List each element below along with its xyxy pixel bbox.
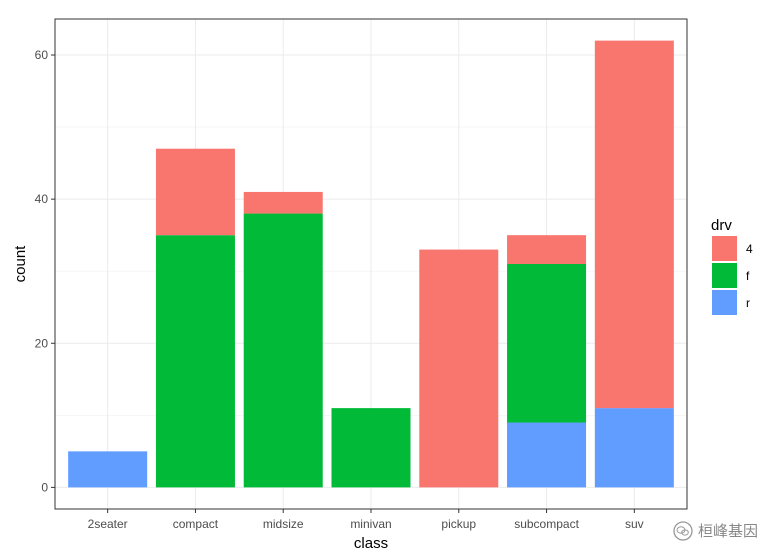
bar-suv-drv-r bbox=[594, 408, 674, 488]
bar-subcompact-drv-4 bbox=[507, 235, 587, 264]
legend-title: drv bbox=[711, 217, 732, 234]
bar-midsize-drv-f bbox=[243, 213, 323, 488]
legend-key-f bbox=[712, 263, 737, 288]
y-tick-label: 20 bbox=[35, 336, 49, 350]
x-tick-label: midsize bbox=[263, 517, 304, 531]
bar-2seater-drv-r bbox=[68, 451, 148, 488]
bar-midsize-drv-4 bbox=[243, 191, 323, 214]
legend-label-f: f bbox=[746, 269, 750, 283]
x-tick-label: subcompact bbox=[514, 517, 579, 531]
legend-key-r bbox=[712, 290, 737, 315]
legend-key-4 bbox=[712, 236, 737, 261]
bar-minivan-drv-f bbox=[331, 408, 411, 488]
bar-compact-drv-4 bbox=[155, 148, 235, 236]
y-tick-label: 40 bbox=[35, 192, 49, 206]
legend-label-r: r bbox=[746, 296, 750, 310]
x-tick-label: pickup bbox=[441, 517, 476, 531]
x-tick-label: minivan bbox=[350, 517, 391, 531]
y-tick-label: 60 bbox=[35, 48, 49, 62]
wechat-icon bbox=[673, 520, 693, 541]
axes-layer: 0 20 40 60 2seater compact midsize minivan picku… bbox=[35, 48, 644, 531]
y-tick-label: 0 bbox=[41, 480, 48, 494]
bars-layer bbox=[68, 40, 674, 488]
y-axis-title: count bbox=[12, 245, 29, 283]
bar-suv-drv-4 bbox=[594, 40, 674, 409]
x-axis-title: class bbox=[354, 535, 388, 552]
bar-compact-drv-f bbox=[155, 235, 235, 488]
watermark-text: 桓峰基因 bbox=[697, 522, 758, 540]
legend: drv 4 fr bbox=[711, 217, 753, 315]
bar-subcompact-drv-f bbox=[507, 264, 587, 423]
x-tick-label: suv bbox=[625, 517, 644, 531]
legend-label-4: 4 bbox=[746, 242, 753, 256]
watermark: 桓峰基因 bbox=[673, 520, 758, 541]
bar-pickup-drv-4 bbox=[419, 249, 499, 488]
x-tick-label: 2seater bbox=[88, 517, 128, 531]
x-tick-label: compact bbox=[173, 517, 219, 531]
bar-subcompact-drv-r bbox=[507, 422, 587, 488]
panel-border bbox=[54, 18, 688, 510]
